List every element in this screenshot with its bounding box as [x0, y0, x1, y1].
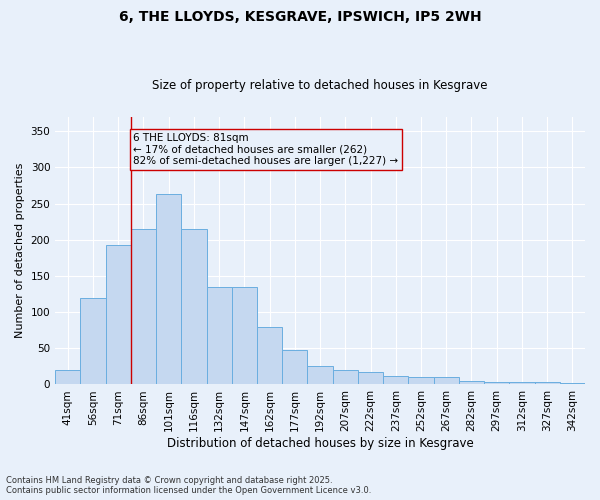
Bar: [509, 382, 535, 384]
Bar: [307, 366, 332, 384]
Bar: [206, 287, 232, 384]
Bar: [106, 245, 131, 384]
Bar: [181, 229, 206, 384]
Y-axis label: Number of detached properties: Number of detached properties: [15, 163, 25, 338]
X-axis label: Distribution of detached houses by size in Kesgrave: Distribution of detached houses by size …: [167, 437, 473, 450]
Bar: [156, 194, 181, 384]
Bar: [409, 377, 434, 384]
Bar: [131, 229, 156, 384]
Bar: [560, 383, 585, 384]
Text: 6 THE LLOYDS: 81sqm
← 17% of detached houses are smaller (262)
82% of semi-detac: 6 THE LLOYDS: 81sqm ← 17% of detached ho…: [133, 132, 398, 166]
Bar: [80, 298, 106, 384]
Bar: [282, 350, 307, 384]
Bar: [332, 370, 358, 384]
Bar: [434, 377, 459, 384]
Bar: [257, 326, 282, 384]
Bar: [383, 376, 409, 384]
Bar: [232, 287, 257, 384]
Bar: [358, 372, 383, 384]
Bar: [459, 381, 484, 384]
Text: 6, THE LLOYDS, KESGRAVE, IPSWICH, IP5 2WH: 6, THE LLOYDS, KESGRAVE, IPSWICH, IP5 2W…: [119, 10, 481, 24]
Bar: [55, 370, 80, 384]
Text: Contains HM Land Registry data © Crown copyright and database right 2025.
Contai: Contains HM Land Registry data © Crown c…: [6, 476, 371, 495]
Bar: [535, 382, 560, 384]
Title: Size of property relative to detached houses in Kesgrave: Size of property relative to detached ho…: [152, 79, 488, 92]
Bar: [484, 382, 509, 384]
